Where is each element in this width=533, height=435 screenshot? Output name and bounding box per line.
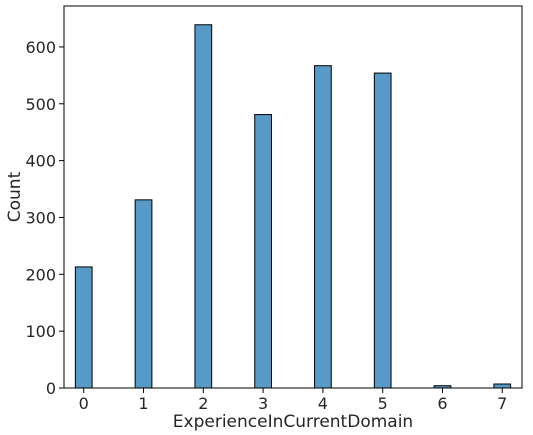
x-axis-label: ExperienceInCurrentDomain [173, 412, 413, 432]
bar-5 [373, 72, 392, 389]
y-tick-label: 100 [25, 322, 56, 341]
bar-4 [314, 65, 332, 389]
bar-0 [74, 266, 93, 389]
plot-frame [63, 5, 523, 389]
x-tick-label: 3 [258, 394, 268, 413]
bar-1 [134, 199, 153, 389]
x-tick-label: 0 [79, 394, 89, 413]
bar-2 [194, 24, 213, 389]
x-tick-label: 7 [497, 394, 507, 413]
x-tick-label: 6 [437, 394, 447, 413]
x-tick-label: 4 [318, 394, 328, 413]
y-tick-label: 600 [25, 38, 56, 57]
y-tick-label: 300 [25, 208, 56, 227]
y-tick-label: 500 [25, 95, 56, 114]
y-axis-label: Count [5, 171, 25, 222]
bar-7 [493, 383, 512, 389]
x-axis-ticks: 0 1 2 3 4 5 6 7 [79, 388, 507, 413]
x-tick-label: 2 [198, 394, 208, 413]
y-axis-ticks: 0 100 200 300 400 500 600 [25, 38, 64, 398]
y-tick-label: 200 [25, 265, 56, 284]
y-tick-label: 0 [46, 379, 56, 398]
bars-group [74, 24, 512, 389]
y-tick-label: 400 [25, 152, 56, 171]
x-tick-label: 1 [138, 394, 148, 413]
bar-3 [254, 114, 272, 389]
x-tick-label: 5 [378, 394, 388, 413]
